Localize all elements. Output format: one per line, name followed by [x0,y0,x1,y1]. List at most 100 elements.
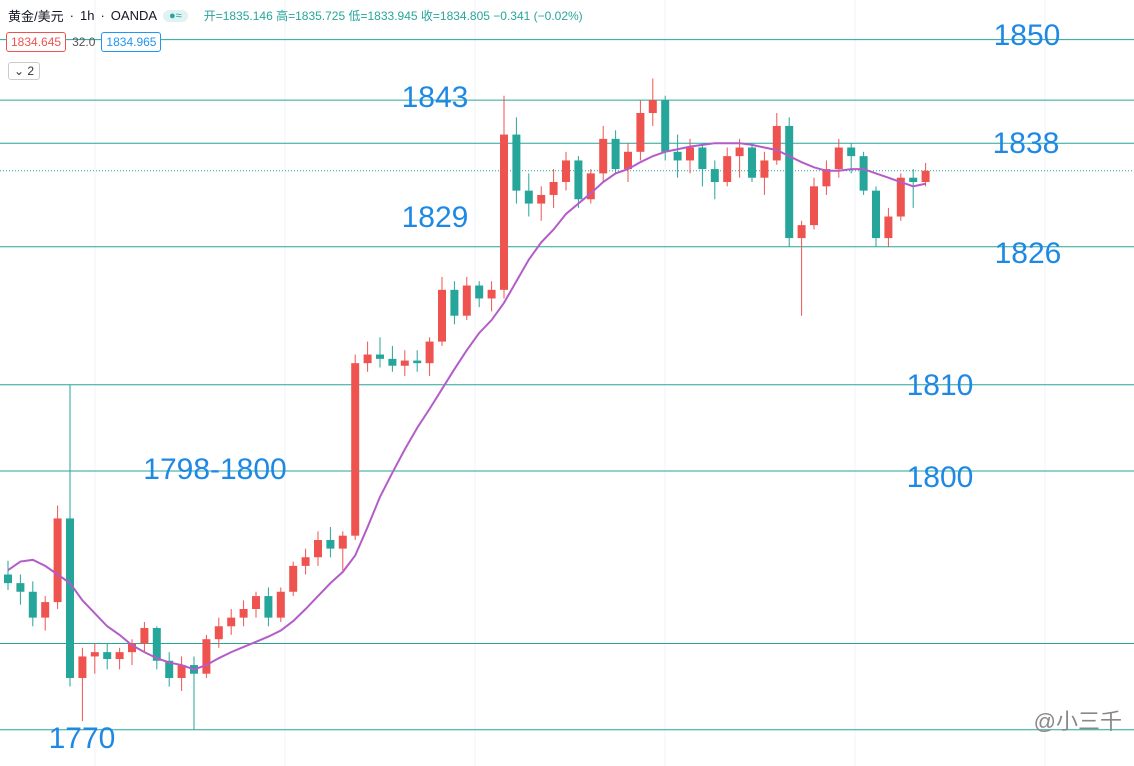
candle-body [252,596,260,610]
candle-body [400,360,409,366]
level-label: 1838 [993,127,1060,160]
candle-body [351,363,360,536]
ask-button[interactable]: 1834.965 [101,32,162,52]
candle-body [388,358,397,366]
candle-body [289,565,298,592]
candle-body [772,125,781,161]
candle-body [562,160,570,183]
indicator-count: 2 [27,64,35,78]
candle-body [611,138,620,170]
candle-body [276,591,285,618]
candle-body [152,627,161,661]
candle-body [537,194,546,204]
candle-body [165,660,174,679]
candle-body [648,100,657,114]
candle-body [450,289,459,316]
candle-body [735,147,744,157]
level-label: 1800 [907,461,974,494]
candle-body [363,354,372,364]
candle-body [103,652,112,660]
candle-body [673,151,682,161]
candle-body [549,182,558,195]
candle-body [239,609,248,618]
candle-body [4,574,12,584]
candle-body [214,626,223,640]
candle-body [834,147,843,170]
candle-body [723,156,732,183]
candle-body [748,147,756,178]
candle-body [599,138,608,174]
moving-average [7,142,926,671]
trade-row: 1834.645 32.0 1834.965 [6,32,162,52]
background-grid [94,0,1046,766]
candle-body [586,173,595,200]
indicator-toggle[interactable]: ⌄ 2 [8,62,41,80]
spread: 32.0 [72,35,96,49]
candle-body [128,643,136,653]
source: OANDA [110,8,158,23]
candle-body [314,539,322,558]
interval: 1h [79,8,95,23]
candle-body [698,147,707,170]
bid-button[interactable]: 1834.645 [6,32,67,52]
candle-body [425,341,434,364]
candle-body [574,160,583,200]
candle-body [326,539,335,549]
candle-body [810,186,818,226]
candle-body [636,113,645,152]
candle-body [859,156,868,191]
level-label: 1798-1800 [143,453,286,486]
candle-body [884,216,893,239]
candle-body [202,639,211,674]
level-label: 1826 [995,237,1062,270]
candle-body [872,190,880,239]
level-label: 1770 [49,722,116,755]
candle-body [140,627,149,644]
candle-body [41,602,50,618]
level-label: 1843 [402,81,469,114]
candle-body [797,225,806,239]
candle-body [760,160,769,178]
candle-body [115,652,124,660]
candle-body [376,354,384,359]
candle-body [661,100,670,152]
candle-body [475,285,484,299]
level-label: 1810 [907,369,974,402]
candle-body [785,125,794,239]
candle-body [90,652,99,657]
candle-body [822,169,831,187]
candle-body [438,289,446,342]
legend-header: 黄金/美元 · 1h · OANDA ●≈ 开=1835.146 高=1835.72… [8,8,583,24]
candle-body [524,190,533,204]
candle-body [500,134,508,290]
candle-body [78,656,87,679]
candle-body [301,557,310,566]
level-label: 1829 [402,201,469,234]
candle-body [512,134,521,191]
candle-body [66,518,74,679]
candle-body [28,591,37,618]
candle-body [177,665,186,679]
status-badge[interactable]: ●≈ [163,9,188,22]
candle-body [710,169,719,183]
candle-body [921,170,930,183]
candle-body [413,360,422,364]
candle-body [264,596,273,618]
symbol: 黄金/美元 [8,9,64,24]
candle-body [686,147,694,161]
candle-body [847,147,856,157]
watermark: @小三千 [1033,709,1122,734]
candle-body [462,285,471,316]
candle-body [338,535,347,549]
candle-body [227,617,236,627]
candle-body [487,289,496,299]
candle-body [896,177,905,217]
candle-body [16,583,25,592]
candle-body [909,177,918,183]
level-label: 1850 [994,19,1061,52]
ohlc-text: 开=1835.146 高=1835.725 低=1833.945 收=1834.… [203,9,583,23]
candle-body [624,151,632,170]
candle-body [53,518,62,603]
